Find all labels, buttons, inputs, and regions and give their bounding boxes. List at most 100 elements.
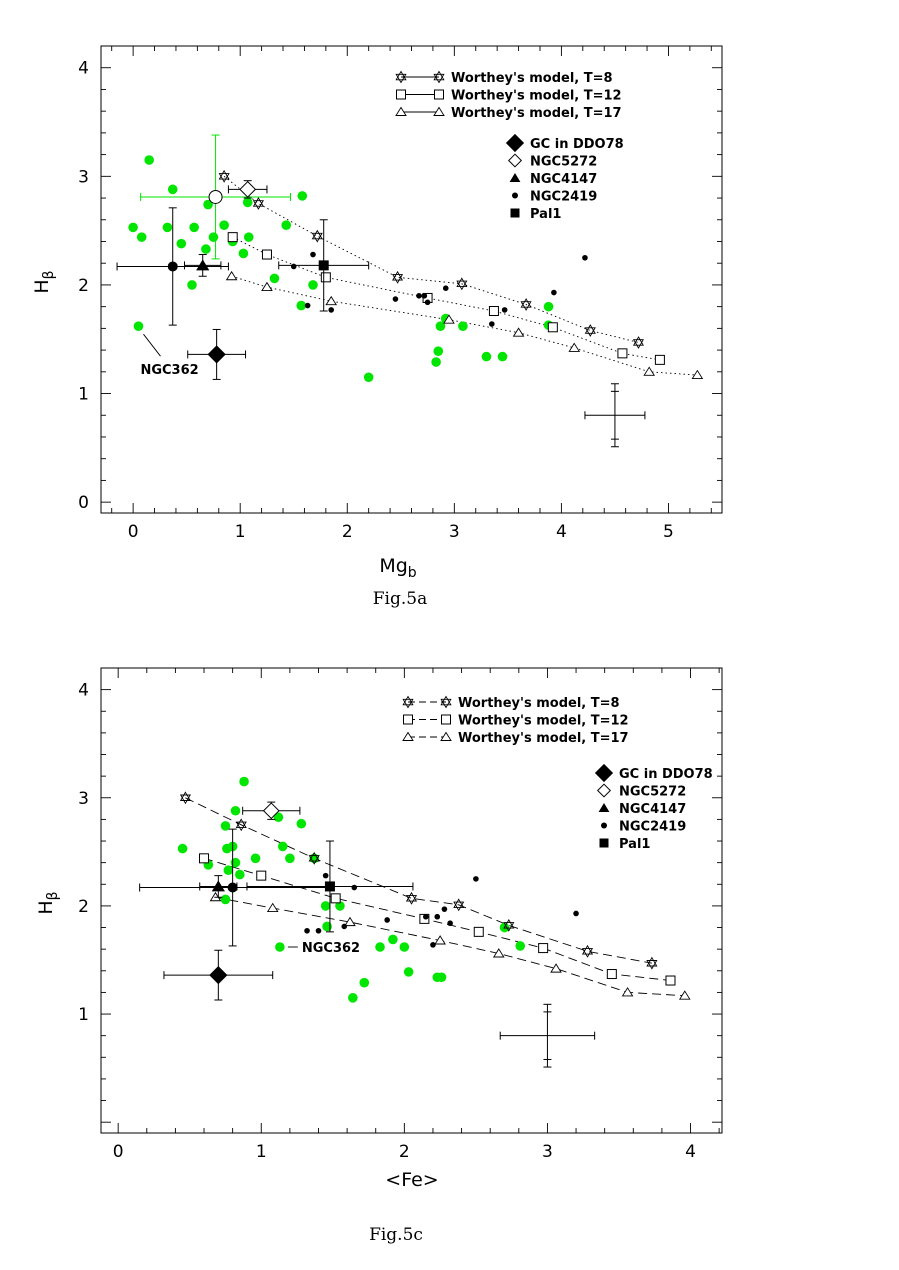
x-tick-label: 3 [449, 522, 460, 542]
model-marker-triangle [266, 902, 279, 913]
green-gc-point [431, 357, 441, 367]
ngc2419-point [290, 263, 297, 270]
y-tick-label: 0 [78, 493, 89, 513]
green-gc-point [308, 280, 318, 290]
ngc2419-point [473, 876, 479, 882]
legend-item: NGC2419 [512, 190, 597, 205]
legend-marker-triangle [402, 731, 414, 741]
legend-marker-triangle [395, 106, 407, 116]
y-tick-label: 4 [78, 681, 89, 701]
ngc2419-point [328, 307, 334, 313]
legend-item: Pal1 [599, 837, 650, 852]
x-tick-label: 3 [542, 1142, 553, 1162]
legend-label: NGC4147 [619, 802, 686, 817]
legend-marker-triangle [440, 731, 452, 741]
pal1-point [318, 260, 329, 271]
x-tick-label: 2 [342, 522, 353, 542]
model-marker-triangle [225, 270, 238, 281]
green-gc-point [136, 232, 147, 242]
legend-marker-square-filled [510, 208, 520, 218]
ngc2419-point [551, 289, 557, 296]
green-gc-point [277, 841, 288, 852]
ngc2419-point [582, 254, 588, 261]
y-tick-label: 2 [78, 897, 89, 917]
model-marker-triangle [621, 987, 634, 997]
legend-marker-diamond-open [507, 153, 523, 168]
legend-marker-square [441, 714, 451, 725]
model-marker-square [665, 975, 676, 986]
legend-item: Worthey's model, T=8 [402, 695, 620, 711]
ngc2419-point [441, 906, 448, 912]
ngc2419-point [304, 927, 310, 934]
legend-marker-triangle [433, 106, 445, 116]
model-marker-square [330, 893, 341, 904]
green-gc-point [133, 321, 144, 332]
ngc362-leader [143, 333, 161, 357]
y-tick-label: 2 [78, 276, 89, 296]
model-marker-square [606, 969, 617, 980]
chart-fig5c: 0 1 2 3 4 1 2 3 4 <Fe> Hβ NGC362 Worthey's model, T=… [35, 667, 723, 1245]
green-gc-point [497, 351, 508, 362]
model-marker-triangle [344, 916, 356, 927]
legend-label: NGC5272 [619, 785, 686, 800]
model-line-2 [215, 896, 685, 997]
x-axis-label: <Fe> [385, 1169, 438, 1191]
model-marker-triangle [691, 369, 704, 380]
green-gc-point [230, 805, 241, 816]
legend-marker-circle-filled [601, 822, 607, 829]
green-gc-point [285, 853, 295, 864]
legend-label: Worthey's model, T=17 [458, 731, 629, 746]
legend-item: Worthey's model, T=12 [403, 714, 629, 729]
legend-label: NGC2419 [619, 820, 686, 835]
model-marker-star [584, 324, 596, 337]
model-marker-triangle [492, 948, 505, 958]
x-tick-label: 1 [235, 522, 246, 542]
green-gc-point [238, 248, 249, 259]
legend-item: NGC5272 [507, 153, 597, 170]
legend-item: Pal1 [510, 207, 561, 222]
green-gc-point [388, 934, 398, 945]
green-gc-point [176, 238, 187, 249]
pal1-point [324, 881, 335, 892]
legend-marker-diamond-filled [594, 763, 614, 783]
legend-label: Worthey's model, T=8 [451, 71, 613, 86]
model-marker-triangle [568, 342, 581, 352]
model-line-2 [231, 275, 698, 376]
green-gc-point [436, 972, 447, 983]
legend-item: NGC4147 [598, 802, 686, 817]
legend-marker-triangle-filled [509, 173, 521, 183]
legend-label: NGC4147 [530, 172, 597, 187]
model-marker-star [252, 197, 264, 210]
ngc2419-mean-point [227, 882, 238, 893]
typical-errorbar [584, 383, 646, 448]
ngc2419-point [424, 299, 431, 306]
typical-errorbar [499, 1003, 596, 1068]
legend-item: Worthey's model, T=8 [395, 70, 613, 86]
green-gc-point [239, 776, 249, 787]
y-axis-label: Hβ [31, 270, 57, 293]
legend-label: Worthey's model, T=8 [458, 696, 620, 711]
green-gc-point [296, 818, 307, 829]
legend-label: Worthey's model, T=17 [451, 106, 622, 121]
plot-frame [100, 667, 723, 1134]
legend-item: NGC4147 [509, 172, 597, 187]
green-gc-point [273, 812, 284, 823]
ngc2419-point [447, 920, 453, 927]
ngc4147-point [196, 259, 210, 271]
ngc2419-point [442, 285, 449, 291]
ngc2419-point [341, 923, 348, 930]
ngc5272-point [262, 802, 280, 820]
ngc2419-point [315, 927, 322, 934]
green-gc-point [433, 346, 444, 356]
legend-label: Worthey's model, T=12 [451, 89, 622, 104]
x-axis-label: Mgb [379, 555, 416, 581]
ngc2419-point [310, 251, 316, 258]
legend-marker-star [440, 695, 452, 709]
ngc2419-point [392, 296, 399, 302]
ngc2419-point [416, 292, 422, 299]
model-marker-star [308, 851, 320, 865]
model-marker-square [261, 249, 272, 260]
legend-label: Worthey's model, T=12 [458, 714, 629, 729]
legend-marker-star [433, 70, 445, 84]
